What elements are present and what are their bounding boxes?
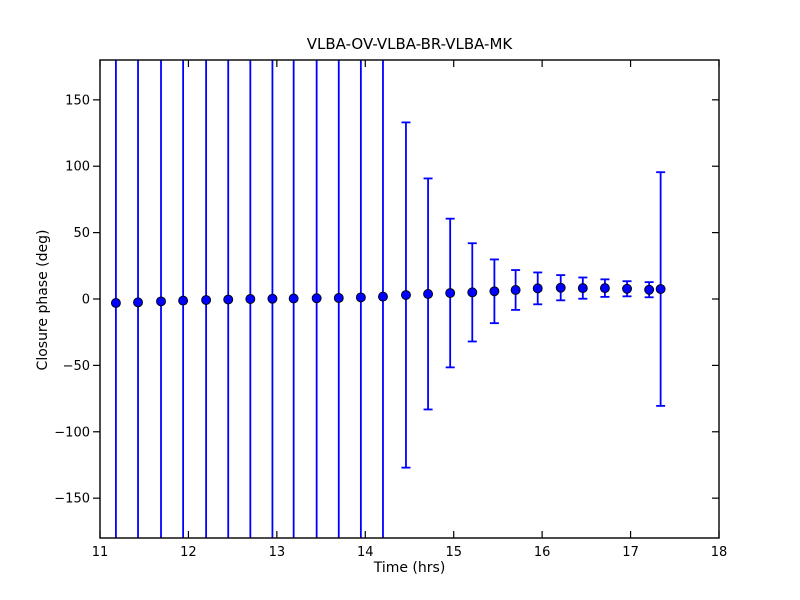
data-point-marker: [311, 293, 322, 304]
x-tick-label: 13: [269, 545, 286, 560]
data-point-marker: [467, 287, 478, 298]
x-axis-label: Time (hrs): [373, 560, 446, 576]
data-point-marker: [622, 283, 632, 294]
data-point-marker: [577, 283, 588, 294]
y-tick-label: 0: [82, 293, 90, 308]
x-tick-label: 11: [92, 545, 109, 560]
x-tick-label: 15: [445, 545, 462, 560]
data-point-marker: [288, 293, 299, 304]
errorbar-group: [115, 60, 666, 538]
data-point-marker: [445, 288, 456, 298]
data-point-marker: [333, 292, 344, 303]
data-point-marker: [245, 294, 256, 304]
data-point-marker: [644, 284, 655, 295]
y-tick-label: −150: [54, 492, 90, 507]
x-tick-label: 12: [180, 545, 197, 560]
y-tick-label: 100: [65, 160, 90, 175]
data-point-marker: [355, 292, 366, 303]
data-point-marker: [423, 289, 434, 299]
data-point-marker: [655, 284, 666, 294]
x-tick-label: 14: [357, 545, 374, 560]
y-tick-label: 50: [73, 226, 90, 241]
x-tick-label: 18: [711, 545, 728, 560]
data-point-marker: [401, 290, 411, 300]
data-point-marker: [378, 291, 388, 302]
data-point-marker: [510, 285, 521, 295]
data-point-marker: [267, 293, 278, 304]
y-tick-label: −50: [63, 359, 90, 374]
data-point-marker: [599, 283, 610, 294]
plot-frame: [99, 59, 720, 539]
data-point-marker: [110, 298, 121, 308]
data-point-marker: [489, 286, 500, 297]
x-tick-label: 16: [534, 545, 551, 560]
y-tick-label: −100: [54, 425, 90, 440]
x-tick-label: 17: [622, 545, 639, 560]
chart-title: VLBA-OV-VLBA-BR-VLBA-MK: [306, 35, 513, 53]
data-point-marker: [532, 283, 543, 294]
data-point-marker: [201, 295, 212, 306]
data-point-marker: [555, 282, 566, 293]
data-point-marker: [133, 297, 143, 308]
y-tick-label: 150: [65, 93, 90, 108]
data-point-marker: [178, 295, 189, 306]
data-point-marker: [156, 296, 166, 307]
data-point-marker: [223, 294, 234, 305]
